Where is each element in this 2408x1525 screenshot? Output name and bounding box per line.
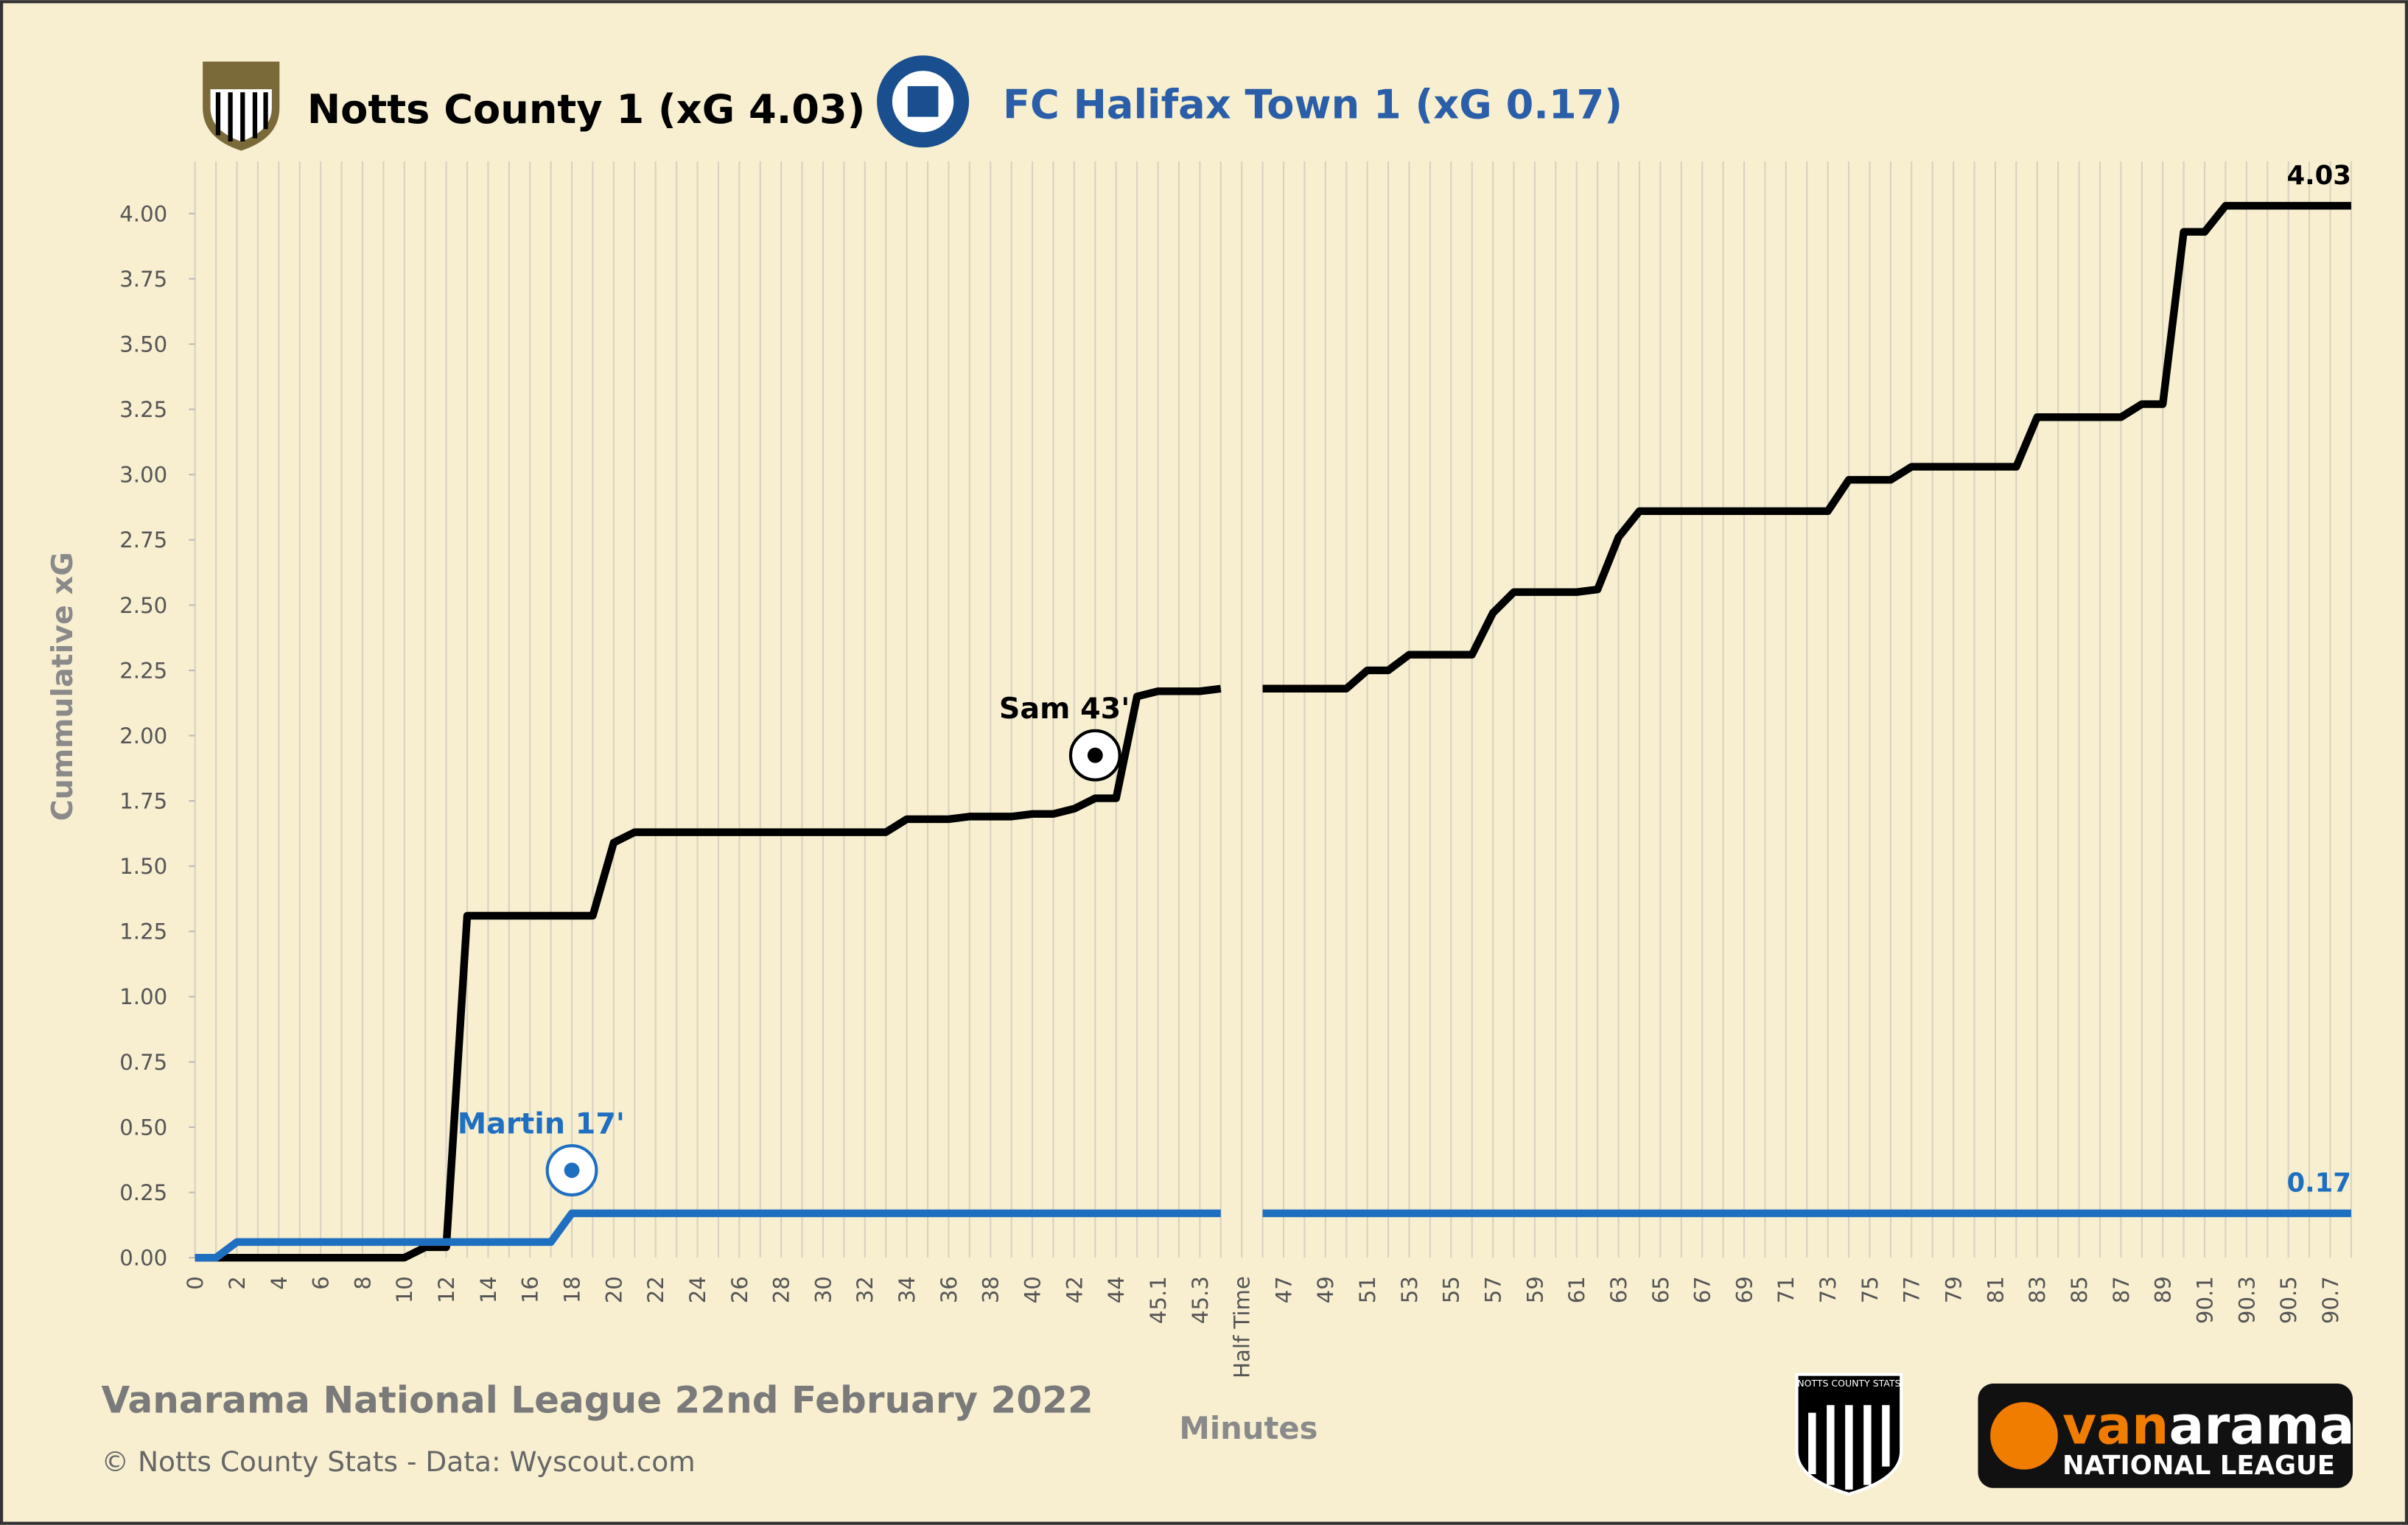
x-tick-label: 69 [1732, 1276, 1757, 1303]
x-tick-label: 77 [1900, 1276, 1925, 1303]
x-tick-label: 12 [434, 1276, 459, 1303]
x-tick-label: 22 [643, 1276, 668, 1303]
x-tick-label: 40 [1020, 1276, 1045, 1303]
x-tick-label: 90.7 [2318, 1276, 2343, 1324]
y-tick-label: 1.75 [119, 789, 167, 814]
x-tick-label: 20 [601, 1276, 626, 1303]
x-tick-label: 0 [183, 1276, 208, 1290]
series-line [195, 1209, 1221, 1262]
x-tick-label: 32 [853, 1276, 878, 1303]
y-tick-label: 1.25 [119, 919, 167, 944]
y-tick-label: 0.25 [119, 1180, 167, 1205]
x-tick-label: 89 [2151, 1276, 2176, 1303]
x-tick-label: 57 [1481, 1276, 1506, 1303]
y-tick-label: 1.50 [119, 854, 167, 879]
x-tick-label: 53 [1397, 1276, 1422, 1303]
series-line [1262, 202, 2351, 693]
home-title: Notts County 1 (xG 4.03) [307, 86, 866, 133]
away-title: FC Halifax Town 1 (xG 0.17) [1003, 82, 1623, 128]
x-tick-label: 81 [1983, 1276, 2008, 1303]
x-axis-label: Minutes [1179, 1410, 1317, 1446]
subtitle: Vanarama National League 22nd February 2… [102, 1379, 1093, 1422]
sponsor-text-b: arama [2169, 1395, 2355, 1456]
x-tick-label: 8 [350, 1276, 375, 1290]
goal-annotation: Martin 17' [458, 1107, 625, 1141]
x-tick-label: 16 [518, 1276, 543, 1303]
x-tick-label: 85 [2067, 1276, 2092, 1303]
stats-logo-text: NOTTS COUNTY STATS [1797, 1378, 1900, 1389]
y-tick-label: 2.50 [119, 593, 167, 618]
x-tick-label: 38 [979, 1276, 1004, 1303]
x-tick-label: 51 [1355, 1276, 1380, 1303]
x-tick-label: Half Time [1230, 1276, 1255, 1378]
halifax-logo [877, 55, 970, 148]
x-tick-label: 10 [392, 1276, 417, 1303]
x-tick-label: 63 [1606, 1276, 1631, 1303]
y-tick-label: 3.00 [119, 463, 167, 488]
x-tick-label: 65 [1648, 1276, 1673, 1303]
x-tick-label: 28 [769, 1276, 794, 1303]
x-tick-label: 79 [1942, 1276, 1967, 1303]
y-tick-label: 3.50 [119, 332, 167, 357]
x-tick-label: 67 [1690, 1276, 1715, 1303]
stats-logo: NOTTS COUNTY STATS [1795, 1372, 1903, 1496]
x-tick-label: 71 [1774, 1276, 1799, 1303]
x-tick-label: 55 [1439, 1276, 1464, 1303]
y-tick-label: 0.50 [119, 1115, 167, 1140]
credit: © Notts County Stats - Data: Wyscout.com [102, 1445, 696, 1478]
x-tick-label: 26 [727, 1276, 752, 1303]
x-tick-label: 44 [1104, 1276, 1129, 1303]
x-tick-label: 75 [1858, 1276, 1883, 1303]
x-tick-label: 61 [1564, 1276, 1589, 1303]
x-tick-label: 73 [1816, 1276, 1841, 1303]
sponsor-logo: vanarama NATIONAL LEAGUE [1978, 1384, 2355, 1488]
x-tick-label: 49 [1313, 1276, 1338, 1303]
x-tick-label: 45.3 [1188, 1276, 1213, 1324]
y-tick-label: 2.00 [119, 723, 167, 749]
end-label: 4.03 [2286, 161, 2351, 191]
x-tick-label: 59 [1522, 1276, 1547, 1303]
end-label: 0.17 [2286, 1168, 2351, 1199]
goal-ball-patch [564, 1163, 580, 1178]
sponsor-text-a: van [2062, 1395, 2169, 1456]
x-tick-label: 87 [2109, 1276, 2134, 1303]
x-tick-label: 6 [309, 1276, 334, 1290]
series-line [195, 684, 1222, 1262]
x-tick-label: 34 [895, 1276, 920, 1303]
x-tick-label: 90.3 [2234, 1276, 2259, 1324]
y-axis-label: Cummulative xG [46, 552, 80, 821]
x-tick-label: 24 [685, 1276, 710, 1303]
x-tick-label: 47 [1271, 1276, 1296, 1303]
goal-ball-patch [1087, 747, 1103, 763]
y-tick-label: 3.75 [119, 267, 167, 292]
sponsor-sub: NATIONAL LEAGUE [2062, 1451, 2335, 1481]
y-tick-label: 4.00 [119, 201, 167, 226]
x-tick-label: 30 [811, 1276, 836, 1303]
x-tick-label: 83 [2025, 1276, 2050, 1303]
x-tick-label: 36 [937, 1276, 962, 1303]
y-tick-label: 2.75 [119, 527, 167, 553]
notts-logo [203, 61, 280, 151]
x-tick-label: 90.5 [2276, 1276, 2301, 1324]
x-tick-label: 18 [559, 1276, 584, 1303]
x-tick-label: 90.1 [2192, 1276, 2217, 1324]
x-tick-label: 4 [267, 1276, 292, 1290]
y-tick-label: 1.00 [119, 984, 167, 1009]
x-tick-label: 42 [1062, 1276, 1087, 1303]
goal-annotation: Sam 43' [999, 692, 1130, 726]
y-tick-label: 0.75 [119, 1050, 167, 1075]
sponsor-text: vanarama [2062, 1395, 2355, 1456]
x-tick-label: 14 [476, 1276, 501, 1303]
x-tick-label: 2 [225, 1276, 250, 1290]
y-tick-label: 3.25 [119, 397, 167, 422]
y-tick-label: 0.00 [119, 1246, 167, 1271]
y-tick-label: 2.25 [119, 658, 167, 683]
x-tick-label: 45.1 [1146, 1276, 1171, 1324]
